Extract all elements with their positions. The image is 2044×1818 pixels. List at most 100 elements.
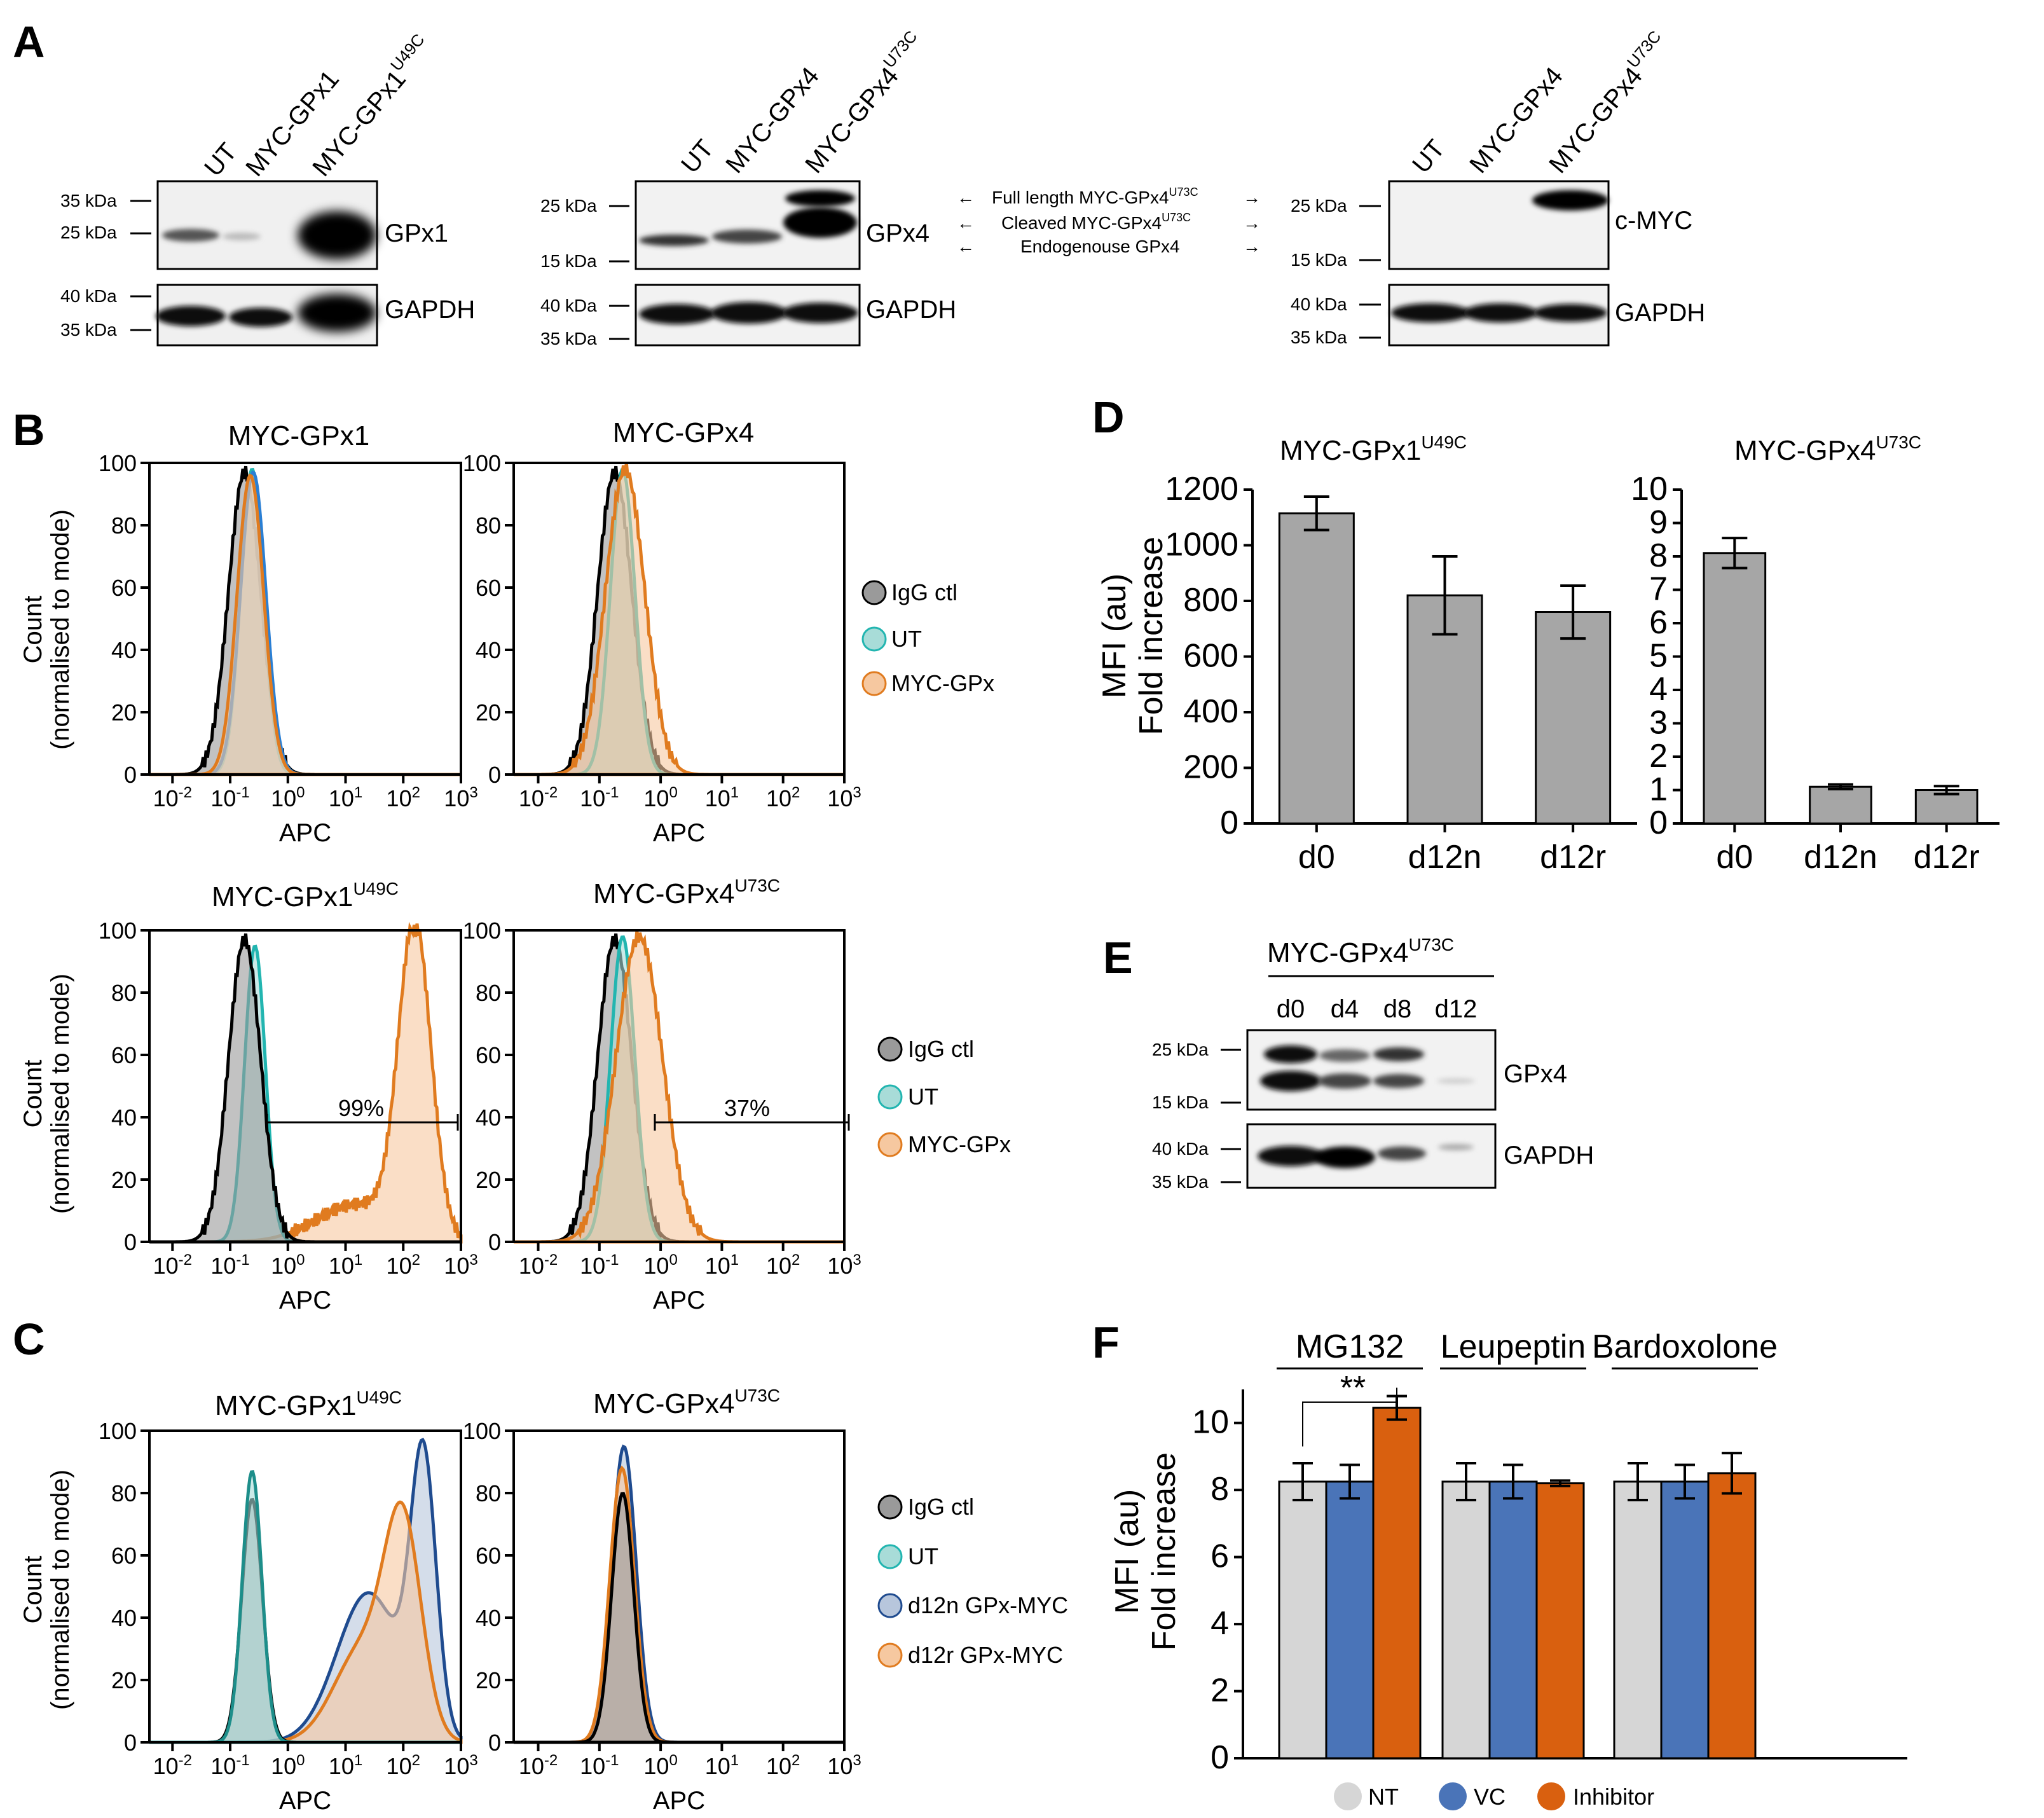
y-tick-label: 10 (1631, 471, 1668, 507)
y-tick-label: 8 (1649, 537, 1668, 574)
y-tick-label: 80 (111, 1480, 137, 1506)
legend-swatch-ut (877, 1084, 903, 1110)
lane-label: MYC-GPx4U73C (1540, 27, 1675, 179)
histogram-ut (514, 467, 844, 776)
legend-swatch-d12n (877, 1593, 903, 1618)
legend-label: UT (891, 626, 922, 652)
band (1378, 1147, 1426, 1160)
y-tick-label: 80 (111, 513, 137, 539)
y-tick-label: 0 (124, 762, 137, 788)
lane-label: UT (199, 138, 242, 182)
x-tick-label: 100 (271, 1752, 305, 1779)
x-tick-label: 102 (766, 1251, 800, 1279)
band (782, 303, 858, 323)
legend-label: VC (1474, 1784, 1506, 1810)
band (1437, 1078, 1475, 1084)
blot-target-label: GAPDH (1504, 1141, 1594, 1169)
bar-nt (1278, 1480, 1327, 1759)
x-tick-label: d0 (1298, 839, 1335, 876)
y-tick-label: 100 (99, 918, 137, 944)
svg-text:Count: Count (19, 1556, 47, 1624)
x-tick-label: d12n (1804, 839, 1877, 876)
band (298, 294, 376, 332)
band (229, 308, 292, 327)
y-tick-label: 8 (1211, 1471, 1229, 1508)
panel-d: D MYC-GPx1U49C MYC-GPx4U73C MFI (au) Fol… (1092, 392, 1999, 876)
band (783, 207, 857, 238)
lane-label: d8 (1383, 995, 1412, 1023)
gate-percent: 99% (338, 1095, 384, 1121)
x-tick-label: 10-1 (210, 784, 249, 811)
x-tick-label: 102 (766, 1752, 800, 1779)
group-label: MG132 (1296, 1328, 1404, 1365)
y-tick-label: 80 (476, 1480, 501, 1506)
arrow-left-icon: ← (957, 188, 975, 207)
band (711, 302, 787, 324)
x-tick-label: 103 (444, 1251, 477, 1279)
x-tick-label: 10-2 (519, 1752, 558, 1779)
y-tick-label: 4 (1211, 1605, 1229, 1642)
y-tick-label: 1200 (1165, 471, 1238, 507)
panel-f: F MFI (au) Fold increase 0 2 4 6 8 10 MG132 Leu… (1092, 1318, 1907, 1810)
x-tick-label: 100 (643, 1752, 677, 1779)
band (223, 233, 261, 240)
blot-header: MYC-GPx4U73C (1267, 935, 1454, 968)
panel-a-letter: A (13, 17, 45, 67)
y-axis-title: Fold increase (1146, 1452, 1183, 1651)
x-tick-label: 103 (444, 1752, 477, 1779)
y-tick-label: 80 (476, 980, 501, 1006)
blot-target-label: GAPDH (385, 296, 475, 324)
plot-title: MYC-GPx4U73C (593, 876, 780, 909)
legend-label: UT (908, 1084, 938, 1110)
blot-cmyc: UT MYC-GPx4 MYC-GPx4U73C c-MYC 25 kDa 15… (1291, 27, 1705, 347)
lane-label: d4 (1331, 995, 1359, 1023)
y-tick-label: 20 (476, 699, 501, 726)
kda-marker: 35 kDa (540, 329, 597, 348)
x-tick-label: d12r (1914, 839, 1980, 876)
legend-label: IgG ctl (908, 1494, 974, 1520)
histogram-myc (514, 931, 844, 1244)
legend-swatch-myc (861, 671, 887, 696)
kda-marker: 40 kDa (1152, 1139, 1209, 1159)
y-tick-label: 1 (1649, 771, 1668, 808)
x-axis-title: APC (279, 1787, 331, 1815)
x-tick-label: 102 (766, 784, 800, 811)
legend-swatch-igg (861, 580, 887, 605)
legend-swatch-igg (877, 1036, 903, 1062)
kda-marker: 25 kDa (540, 196, 597, 216)
lane-label: UT (676, 135, 719, 179)
legend-label: MYC-GPx (908, 1131, 1011, 1157)
y-tick-label: 40 (476, 637, 501, 663)
y-tick-label: 6 (1211, 1538, 1229, 1575)
histogram-myc (149, 473, 461, 776)
blot-target-label: GAPDH (1615, 299, 1705, 327)
x-tick-label: 10-2 (153, 784, 192, 811)
x-tick-label: 100 (643, 1251, 677, 1279)
bar (1809, 785, 1872, 825)
plot-title: MYC-GPx4 (613, 417, 754, 448)
x-tick-label: 10-1 (580, 1752, 619, 1779)
flow-plot-c-gpx4: 0 20 40 60 80 100 10-2 10-1 100 101 102 103 APC (463, 1418, 861, 1815)
chart-title: MYC-GPx1U49C (1280, 432, 1467, 466)
x-tick-label: 101 (329, 1752, 362, 1779)
bar-nt (1441, 1480, 1491, 1759)
y-tick-label: 400 (1183, 693, 1238, 730)
band (1532, 190, 1608, 210)
y-tick-label: 20 (476, 1667, 501, 1693)
histogram-igg (149, 465, 461, 776)
x-tick-label: 103 (444, 784, 477, 811)
group-label: Bardoxolone (1592, 1328, 1778, 1365)
flow-plot-myc-gpx4-u73c: 0 20 40 60 80 100 10-2 10-1 100 101 102 103 APC (463, 918, 861, 1314)
panel-e-letter: E (1103, 933, 1133, 982)
panel-d-letter: D (1092, 392, 1125, 442)
y-tick-label: 2 (1211, 1672, 1229, 1709)
histogram-myc (514, 462, 844, 776)
y-tick-label: 0 (1649, 804, 1668, 841)
y-tick-label: 1000 (1165, 527, 1238, 563)
y-tick-label: 40 (476, 1105, 501, 1131)
y-tick-label: 6 (1649, 604, 1668, 641)
band (298, 211, 376, 259)
arrow-left-icon: ← (957, 237, 975, 256)
y-tick-label: 60 (111, 575, 137, 601)
